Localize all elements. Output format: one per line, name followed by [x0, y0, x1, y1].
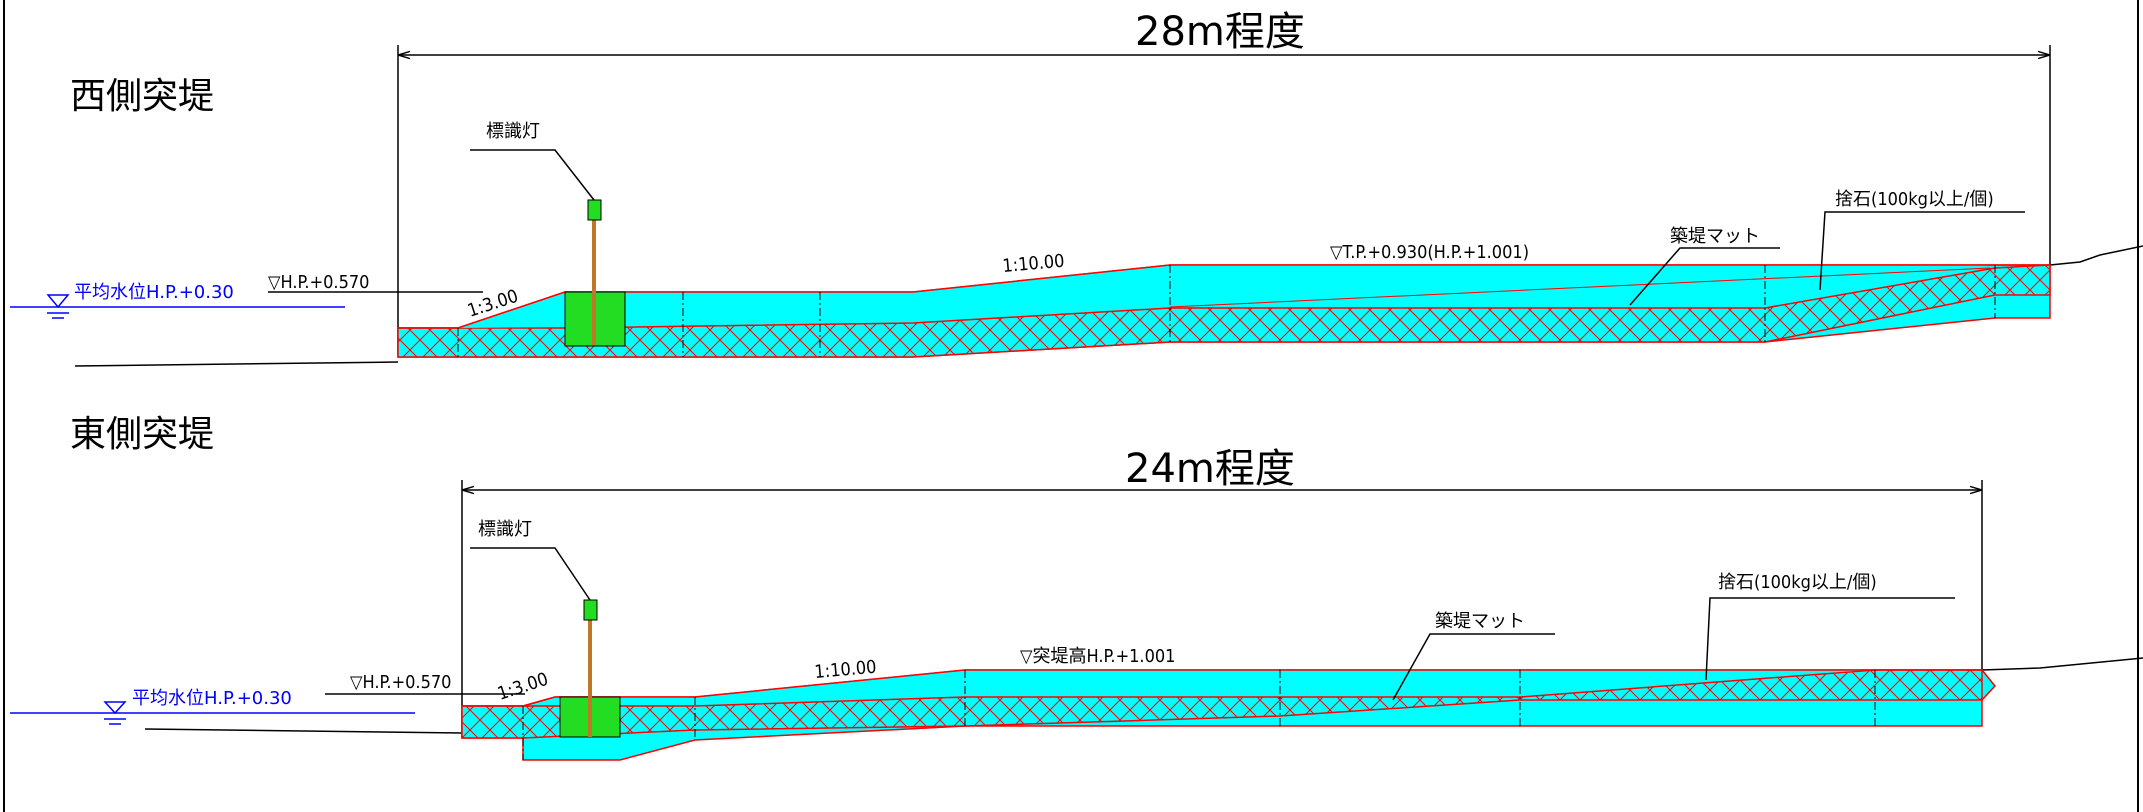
east-ground-line	[144, 728, 463, 734]
east-mat-label: 築堤マット	[1435, 611, 1525, 632]
west-light-lamp	[587, 199, 602, 221]
west-water-level-symbol	[46, 294, 70, 309]
west-riprap-label: 捨石(100kg以上/個)	[1835, 189, 1994, 210]
west-water-level-label: 平均水位H.P.+0.30	[74, 282, 234, 303]
east-overall-length: 24m程度	[1125, 446, 1295, 492]
west-crest-fill	[458, 265, 1990, 328]
west-mat-leader	[1629, 247, 1780, 306]
east-light-leader	[470, 547, 591, 601]
west-section-title: 西側突堤	[70, 76, 214, 117]
east-water-level-symbol	[103, 701, 127, 715]
east-jetty-section: 東側突堤 24m程度 平均水位H.P.+0.30 ▽H.P.+0.570 1:3…	[10, 414, 2143, 761]
west-slope-mid: 1:10.00	[1002, 251, 1066, 277]
east-slope-front: 1:3.00	[495, 669, 551, 705]
east-crest-outline	[462, 669, 1982, 707]
drawing-frame	[3, 0, 2139, 812]
west-light-leader	[470, 149, 595, 201]
west-crest-outline	[398, 264, 2050, 329]
east-light-lamp	[583, 599, 598, 621]
east-section-title: 東側突堤	[70, 414, 214, 455]
east-riprap-leader	[1705, 597, 1955, 681]
east-water-level-label: 平均水位H.P.+0.30	[132, 688, 292, 709]
east-mat-leader	[1392, 633, 1555, 701]
east-crest-level-label: ▽突堤高H.P.+1.001	[1020, 646, 1175, 667]
east-base-level-label: ▽H.P.+0.570	[350, 672, 451, 693]
west-ground-line	[74, 361, 399, 367]
east-riprap-label: 捨石(100kg以上/個)	[1718, 572, 1877, 593]
west-jetty-section: 西側突堤 28m程度 平均水位H.P.+0.30 ▽H.P.+0.570	[10, 9, 2143, 367]
west-mat-label: 築堤マット	[1670, 226, 1760, 247]
west-mat-hatch	[397, 264, 2051, 358]
west-overall-length: 28m程度	[1135, 9, 1305, 55]
west-crest-hatch-boundary	[1169, 267, 1991, 308]
west-riprap-leader	[1819, 211, 2025, 291]
west-ground-right	[2049, 245, 2143, 266]
east-light-label: 標識灯	[478, 519, 532, 540]
west-light-label: 標識灯	[486, 121, 540, 142]
east-ground-right	[1981, 657, 2143, 671]
west-crest-level-label: ▽T.P.+0.930(H.P.+1.001)	[1330, 242, 1529, 263]
west-base-level-label: ▽H.P.+0.570	[268, 272, 369, 293]
